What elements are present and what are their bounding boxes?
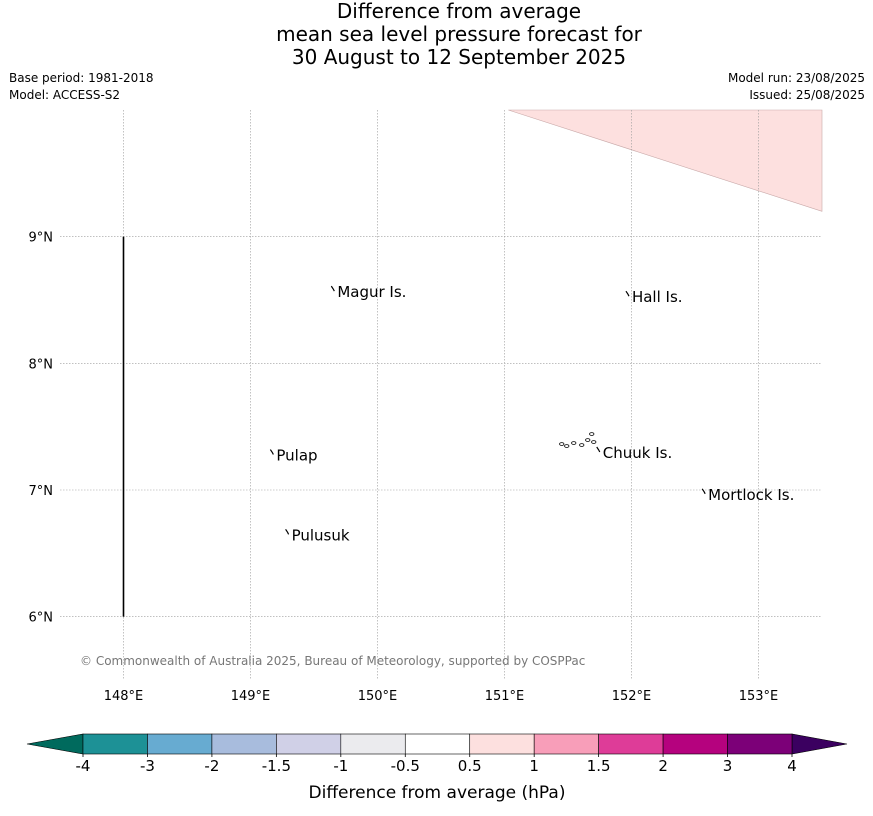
colorbar-tick-label: -1.5 <box>262 757 291 775</box>
colorbar-swatch <box>533 733 599 755</box>
islet-shape <box>591 440 597 444</box>
longitude-tick-label: 150°E <box>358 689 398 700</box>
chuuk-islets <box>559 432 597 448</box>
colorbar-over-arrow <box>791 733 848 755</box>
longitude-tick-label: 149°E <box>231 689 271 700</box>
colorbar-under-arrow <box>26 733 84 755</box>
island-shape <box>269 449 274 455</box>
latitude-tick-label: 7°N <box>29 484 54 499</box>
islet-shape <box>559 442 565 446</box>
colorbar-swatch <box>598 733 664 755</box>
model-run: Model run: 23/08/2025 <box>727 71 865 85</box>
colorbar-tick-label: -1 <box>333 757 348 775</box>
longitude-tick-label: 151°E <box>485 689 525 700</box>
colorbar-swatch <box>211 733 277 755</box>
colorbar-tick-label: 1.5 <box>587 757 611 775</box>
colorbar-tick-label: -4 <box>76 757 91 775</box>
island-label: Mortlock Is. <box>708 486 794 504</box>
colorbar-tick-label: 3 <box>723 757 733 775</box>
island-marker: Magur Is. <box>330 283 406 301</box>
island-shape <box>330 285 335 292</box>
island-marker: Hall Is. <box>625 288 683 306</box>
base-period: Base period: 1981-2018 <box>9 71 154 85</box>
island-marker: Mortlock Is. <box>701 486 794 504</box>
colorbar-swatch <box>82 733 148 755</box>
longitude-tick-label: 153°E <box>739 689 779 700</box>
islet-shape <box>564 444 570 448</box>
anomaly-region <box>508 109 823 212</box>
meta-left: Base period: 1981-2018 Model: ACCESS-S2 <box>9 70 154 104</box>
island-shape <box>625 290 630 297</box>
island-label: Magur Is. <box>337 283 406 301</box>
colorbar-swatch <box>404 733 471 755</box>
island-shape <box>285 529 290 535</box>
colorbar-swatches <box>26 733 848 755</box>
colorbar-swatch <box>276 733 342 755</box>
title-line-3: 30 August to 12 September 2025 <box>291 45 627 69</box>
colorbar-swatch <box>340 733 406 755</box>
colorbar-swatch <box>662 733 728 755</box>
longitude-tick-label: 152°E <box>612 689 652 700</box>
colorbar-swatch <box>727 733 793 755</box>
colorbar-swatch <box>147 733 213 755</box>
islet-shape <box>585 438 591 442</box>
meta-right: Model run: 23/08/2025 Issued: 25/08/2025 <box>728 70 865 104</box>
island-label: Pulusuk <box>292 526 350 544</box>
island-marker: Pulap <box>269 447 318 465</box>
title-line-1: Difference from average <box>336 0 582 23</box>
map-title: Difference from average mean sea level p… <box>0 0 873 69</box>
anomaly-layer <box>508 109 823 212</box>
colorbar-tick-label: 0.5 <box>458 757 482 775</box>
issued-date: Issued: 25/08/2025 <box>749 88 865 102</box>
colorbar-label: Difference from average (hPa) <box>309 783 566 803</box>
colorbar-tick-label: 4 <box>787 757 797 775</box>
copyright-text: © Commonwealth of Australia 2025, Bureau… <box>80 654 585 668</box>
colorbar-tick-label: -2 <box>204 757 219 775</box>
latitude-tick-label: 6°N <box>29 611 54 626</box>
colorbar-tick-label: 1 <box>529 757 539 775</box>
latitude-tick-label: 9°N <box>29 231 54 246</box>
island-shape <box>701 488 706 495</box>
title-line-2: mean sea level pressure forecast for <box>276 22 642 46</box>
islet-shape <box>589 432 595 436</box>
islands-layer: Magur Is. Hall Is. Pulap Chuuk Is. Mortlock … <box>269 283 794 544</box>
colorbar-tick-label: 2 <box>658 757 668 775</box>
island-marker: Chuuk Is. <box>596 444 672 462</box>
island-label: Chuuk Is. <box>603 444 672 462</box>
island-marker: Pulusuk <box>285 526 350 544</box>
island-shape <box>596 446 601 453</box>
colorbar-tick-label: -0.5 <box>391 757 420 775</box>
longitude-tick-label: 148°E <box>104 689 144 700</box>
colorbar-tick-label: -3 <box>140 757 155 775</box>
colorbar-ticks: -4 -3 -2 -1.5 -1 -0.5 0.5 1 1.5 2 3 4 <box>76 754 797 775</box>
colorbar-swatch <box>469 733 535 755</box>
model-name: Model: ACCESS-S2 <box>9 88 121 102</box>
map-canvas: 148°E 149°E 150°E 151°E 152°E 153°E 9°N 8°N 7°N 6… <box>29 109 823 700</box>
island-label: Pulap <box>276 447 317 465</box>
latitude-tick-label: 8°N <box>29 357 54 372</box>
islet-shape <box>579 443 585 447</box>
islet-shape <box>571 441 577 445</box>
island-label: Hall Is. <box>632 288 683 306</box>
axis-ticks: 148°E 149°E 150°E 151°E 152°E 153°E 9°N 8°N 7°N 6… <box>29 231 779 700</box>
